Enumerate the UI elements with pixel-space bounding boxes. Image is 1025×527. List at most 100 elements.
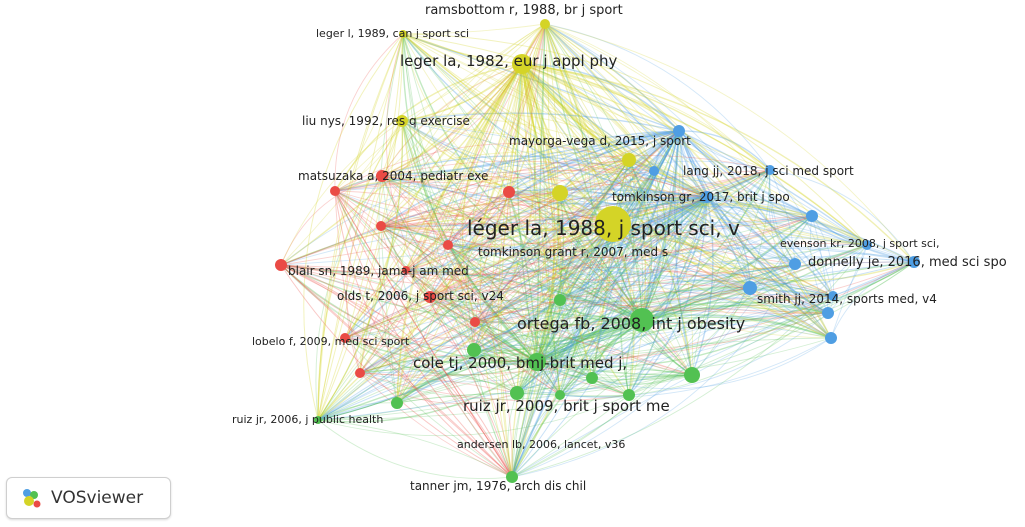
node-label[interactable]: mayorga-vega d, 2015, j sport (509, 134, 691, 148)
link (429, 296, 561, 314)
node-blue[interactable] (701, 191, 713, 203)
node-blue[interactable] (649, 166, 659, 176)
node-green[interactable] (586, 372, 598, 384)
node-yellow[interactable] (512, 54, 532, 74)
node-label[interactable]: leger la, 1982, eur j appl phy (400, 52, 617, 70)
node-label[interactable]: leger l, 1989, can j sport sci (316, 27, 469, 40)
node-label[interactable]: evenson kr, 2008, j sport sci, (780, 237, 939, 250)
node-yellow[interactable] (396, 115, 408, 127)
node-green[interactable] (684, 367, 700, 383)
link (380, 225, 693, 376)
node-blue[interactable] (743, 281, 757, 295)
node-label[interactable]: liu nys, 1992, res q exercise (302, 114, 470, 128)
node-label[interactable]: smith jj, 2014, sports med, v4 (757, 292, 937, 306)
link (396, 63, 523, 404)
node-label[interactable]: léger la, 1988, j sport sci, v (467, 216, 740, 240)
node-yellow[interactable] (540, 19, 550, 29)
link (678, 130, 832, 339)
link (559, 130, 680, 301)
link (521, 63, 834, 297)
link (521, 63, 680, 132)
link (280, 264, 538, 363)
link (402, 33, 868, 246)
node-blue[interactable] (806, 210, 818, 222)
link (474, 321, 693, 376)
node-blue[interactable] (673, 125, 685, 137)
node-label[interactable]: tomkinson gr, 2017, brit j spo (612, 190, 790, 204)
node-label[interactable]: lang jj, 2018, j sci med sport (683, 164, 854, 178)
node-green[interactable] (506, 471, 518, 483)
node-label[interactable]: ruiz jr, 2006, j public health (232, 413, 383, 426)
link (544, 23, 694, 376)
node-red[interactable] (376, 221, 386, 231)
node-label[interactable]: olds t, 2006, j sport sci, v24 (337, 289, 504, 303)
link (521, 63, 915, 263)
node-red[interactable] (503, 186, 515, 198)
node-red[interactable] (424, 291, 436, 303)
node-green[interactable] (391, 397, 403, 409)
node-red[interactable] (402, 266, 410, 274)
node-red[interactable] (330, 186, 340, 196)
link (769, 169, 796, 265)
node-blue[interactable] (828, 291, 838, 301)
link (380, 192, 561, 227)
link (544, 23, 771, 171)
node-label[interactable]: tomkinson grant r, 2007, med s (478, 245, 668, 259)
link (628, 159, 647, 321)
node-blue[interactable] (822, 307, 834, 319)
node-label[interactable]: ruiz jr, 2009, brit j sport me (463, 397, 670, 415)
node-green[interactable] (528, 353, 546, 371)
link (508, 130, 680, 193)
node-red[interactable] (340, 333, 350, 343)
link (381, 175, 538, 363)
link (447, 196, 708, 251)
link (280, 264, 513, 478)
link (473, 169, 771, 351)
node-green[interactable] (555, 390, 565, 400)
node-blue[interactable] (789, 258, 801, 270)
node-blue[interactable] (765, 165, 775, 175)
link (359, 192, 561, 374)
link (641, 261, 915, 324)
node-label[interactable]: tanner jm, 1976, arch dis chil (410, 479, 586, 493)
node-red[interactable] (275, 259, 287, 271)
link (508, 191, 796, 265)
node-label[interactable]: ramsbottom r, 1988, br j sport (425, 3, 623, 18)
node-label[interactable]: matsuzaka a, 2004, pediatr exe (298, 169, 488, 183)
node-yellow[interactable] (595, 206, 631, 242)
node-blue[interactable] (862, 240, 872, 250)
link (381, 175, 693, 376)
node-label[interactable]: cole tj, 2000, bmj-brit med j, (413, 354, 627, 372)
link (429, 192, 561, 298)
link (280, 162, 655, 266)
link (280, 225, 382, 266)
link (521, 63, 771, 171)
node-green[interactable] (314, 416, 322, 424)
node-label[interactable]: ortega fb, 2008, int j obesity (517, 314, 745, 333)
link (511, 244, 868, 478)
node-blue[interactable] (825, 332, 837, 344)
node-label[interactable]: lobelo f, 2009, med sci sport (252, 335, 410, 348)
node-green[interactable] (467, 343, 481, 357)
node-green[interactable] (623, 389, 635, 401)
node-label[interactable]: donnelly je, 2016, med sci spo (808, 255, 1007, 270)
link (628, 159, 834, 297)
link (536, 361, 630, 396)
node-label[interactable]: blair sn, 1989, jama-j am med (288, 264, 469, 278)
link (811, 215, 915, 263)
link (521, 63, 630, 396)
node-red[interactable] (443, 240, 453, 250)
link (521, 63, 680, 132)
node-green[interactable] (630, 308, 654, 332)
node-red[interactable] (470, 317, 480, 327)
node-blue[interactable] (908, 256, 920, 268)
node-red[interactable] (355, 368, 365, 378)
node-red[interactable] (376, 170, 388, 182)
node-yellow[interactable] (552, 185, 568, 201)
node-green[interactable] (510, 386, 524, 400)
node-yellow[interactable] (622, 153, 636, 167)
node-label[interactable]: andersen lb, 2006, lancet, v36 (457, 438, 625, 451)
node-green[interactable] (554, 294, 566, 306)
node-yellow[interactable] (399, 30, 407, 38)
